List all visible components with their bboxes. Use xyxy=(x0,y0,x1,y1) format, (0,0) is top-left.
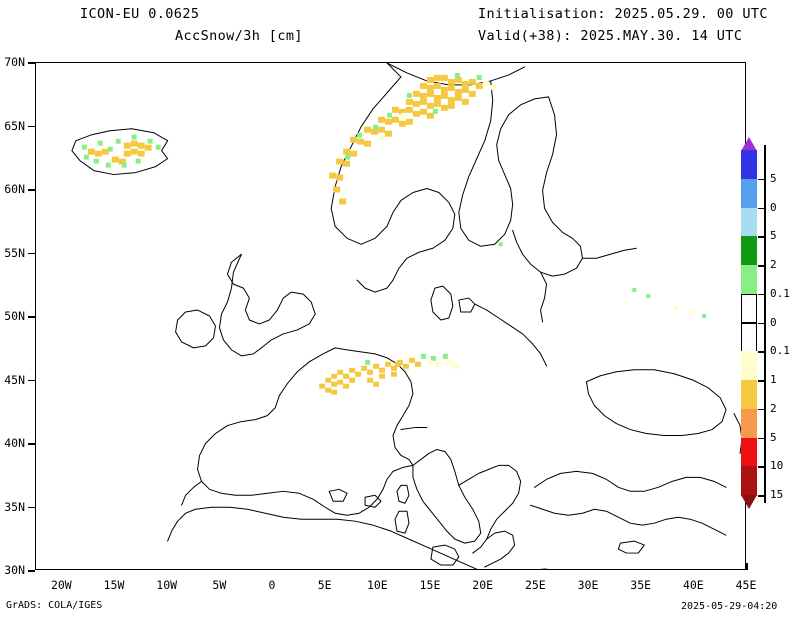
x-axis-tick-label: 5E xyxy=(317,578,332,592)
colorbar-tick xyxy=(758,322,765,325)
x-axis-tick-label: 0 xyxy=(268,578,276,592)
snow-field-alps xyxy=(319,353,459,395)
header-model-title: ICON-EU 0.0625 xyxy=(80,6,200,22)
y-axis-tick xyxy=(28,62,35,64)
y-axis-tick-label: 45N xyxy=(4,372,25,387)
colorbar-segment xyxy=(741,293,757,323)
y-axis: 30N 35N 40N 45N 50N 55N 60N 65N 70N xyxy=(0,0,35,618)
y-axis-tick xyxy=(28,189,35,191)
colorbar-segment xyxy=(741,466,757,496)
y-axis-tick-label: 50N xyxy=(4,309,25,323)
colorbar-tick-label: 2 xyxy=(770,258,777,271)
map-plot-area xyxy=(35,62,746,570)
colorbar-tick-label: 2 xyxy=(770,401,777,415)
colorbar-tick xyxy=(758,408,765,411)
x-axis-tick xyxy=(746,563,748,570)
colorbar-over-arrow xyxy=(741,137,757,151)
snow-field-iceland xyxy=(81,134,161,168)
colorbar-tick-label: 5 xyxy=(770,229,777,243)
colorbar-tick-label: 15 xyxy=(770,488,784,501)
x-axis-tick-label: 30E xyxy=(577,578,599,592)
y-axis-tick-label: 60N xyxy=(4,182,25,196)
y-axis-tick xyxy=(28,379,35,381)
colorbar-tick xyxy=(758,380,765,382)
colorbar-tick xyxy=(758,495,765,497)
snow-field-trace xyxy=(498,242,707,318)
y-axis-tick xyxy=(28,570,35,572)
colorbar-tick-label: 0 xyxy=(770,315,777,329)
x-axis-tick-label: 40E xyxy=(682,578,704,592)
x-axis-tick-label: 35E xyxy=(630,578,652,592)
header-initialisation-time: Initialisation: 2025.05.29. 00 UTC xyxy=(478,6,768,22)
colorbar-tick xyxy=(758,178,765,181)
colorbar-segment xyxy=(741,265,757,295)
y-axis-tick-label: 65N xyxy=(4,118,25,133)
x-axis-tick-label: 25E xyxy=(524,578,546,592)
colorbar-tick xyxy=(758,207,765,210)
y-axis-tick xyxy=(28,252,35,254)
colorbar-segment xyxy=(741,408,757,438)
x-axis-tick-label: 5W xyxy=(212,578,227,592)
colorbar-under-arrow xyxy=(741,495,757,509)
colorbar-tick-label: 5 xyxy=(770,171,777,185)
colorbar-segment xyxy=(741,207,757,237)
colorbar-tick-label: 0.1 xyxy=(770,286,790,300)
colorbar-tick xyxy=(758,293,765,296)
colorbar-segment xyxy=(741,150,757,180)
snow-field-scandinavia xyxy=(329,72,496,205)
colorbar-segment xyxy=(741,178,757,208)
x-axis-tick-label: 10W xyxy=(156,578,178,592)
y-axis-tick xyxy=(28,443,35,445)
colorbar-tick-label: 0 xyxy=(770,200,777,214)
map-coastlines xyxy=(71,63,743,569)
colorbar-tick xyxy=(758,236,765,238)
x-axis-tick-label: 10E xyxy=(366,578,388,592)
colorbar-tick xyxy=(758,466,765,468)
colorbar-tick-label: 1 xyxy=(770,373,777,386)
y-axis-tick-label: 35N xyxy=(4,499,25,514)
colorbar-segment xyxy=(741,437,757,467)
y-axis-tick-label: 55N xyxy=(4,245,25,260)
colorbar-tick-label: 5 xyxy=(770,430,777,444)
footer-timestamp: 2025-05-29-04:20 xyxy=(681,601,778,612)
colorbar xyxy=(741,137,757,509)
colorbar-tick-label: 0.1 xyxy=(770,344,790,358)
y-axis-tick-label: 30N xyxy=(4,563,25,577)
colorbar-tick xyxy=(758,351,765,353)
header-valid-time: Valid(+38): 2025.MAY.30. 14 UTC xyxy=(478,28,743,44)
x-axis-tick-label: 20E xyxy=(472,578,494,592)
y-axis-tick xyxy=(28,316,35,318)
footer-credit: GrADS: COLA/IGES xyxy=(6,600,103,611)
y-axis-tick-label: 40N xyxy=(4,436,25,450)
colorbar-segment xyxy=(741,322,757,352)
colorbar-tick-label: 10 xyxy=(770,459,784,473)
header-variable-title: AccSnow/3h [cm] xyxy=(175,28,303,44)
colorbar-segment xyxy=(741,380,757,410)
colorbar-segment xyxy=(741,236,757,266)
colorbar-tick xyxy=(758,437,765,440)
y-axis-tick-label: 70N xyxy=(4,55,25,69)
colorbar-segment xyxy=(741,351,757,381)
x-axis-tick-label: 15E xyxy=(419,578,441,592)
x-axis-tick-label: 45E xyxy=(735,578,757,592)
y-axis-tick xyxy=(28,125,35,127)
colorbar-tick xyxy=(758,265,765,267)
x-axis-tick-label: 15W xyxy=(103,578,125,592)
y-axis-tick xyxy=(28,506,35,508)
x-axis-tick-label: 20W xyxy=(50,578,72,592)
